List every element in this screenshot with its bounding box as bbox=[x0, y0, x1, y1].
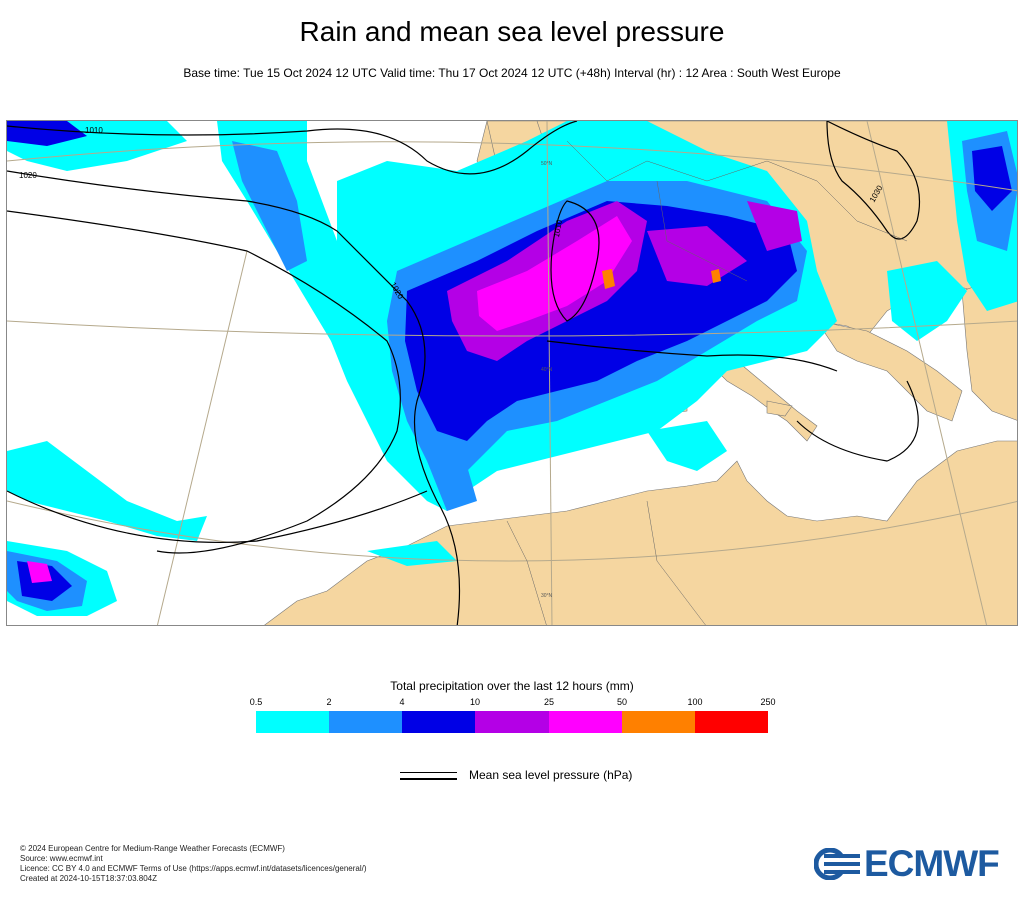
footer-credits: © 2024 European Centre for Medium-Range … bbox=[20, 844, 367, 884]
graticule-label: 50°N bbox=[541, 161, 553, 167]
legend-ticks: 0.5 2 4 10 25 50 100 250 bbox=[250, 697, 776, 709]
footer-line: © 2024 European Centre for Medium-Range … bbox=[20, 844, 285, 853]
isobar-label: 1020 bbox=[19, 171, 37, 180]
legend-color-swatch bbox=[694, 711, 768, 733]
map-panel: 1010 1020 1010 1020 1030 50°N 40°N 30°N bbox=[6, 120, 1018, 626]
legend-tick: 0.5 bbox=[249, 697, 263, 707]
legend-tick: 10 bbox=[469, 697, 481, 707]
legend-tick: 2 bbox=[326, 697, 332, 707]
land-north-africa bbox=[264, 440, 1017, 625]
pressure-line-swatch bbox=[400, 771, 457, 780]
borders bbox=[506, 140, 908, 625]
legend-color-swatch bbox=[548, 711, 622, 733]
legend-color-swatch bbox=[329, 711, 403, 733]
legend-tick: 250 bbox=[760, 697, 776, 707]
ecmwf-logo: ECMWF bbox=[814, 843, 1000, 884]
pressure-legend-label: Mean sea level pressure (hPa) bbox=[469, 768, 633, 782]
graticule-label: 30°N bbox=[541, 593, 553, 599]
footer-line: Created at 2024-10-15T18:37:03.804Z bbox=[20, 874, 157, 883]
legend-tick: 4 bbox=[399, 697, 405, 707]
land-balkans bbox=[816, 320, 963, 422]
precip-layer bbox=[7, 121, 1017, 616]
legend-color-swatch bbox=[475, 711, 549, 733]
ecmwf-logo-icon bbox=[814, 848, 860, 880]
graticule bbox=[7, 121, 1017, 625]
graticule-labels: 50°N 40°N 30°N bbox=[541, 161, 553, 599]
isobar-label: 1010 bbox=[85, 126, 103, 135]
legend-color-swatch bbox=[402, 711, 476, 733]
legend-tick: 50 bbox=[616, 697, 628, 707]
ecmwf-logo-text: ECMWF bbox=[864, 843, 1000, 884]
legend-color-swatch bbox=[256, 711, 330, 733]
isobars bbox=[7, 121, 921, 625]
footer-line: Source: www.ecmwf.int bbox=[20, 854, 103, 863]
chart-title: Rain and mean sea level pressure bbox=[299, 16, 725, 47]
land-turkey bbox=[961, 271, 1017, 421]
footer-line: Licence: CC BY 4.0 and ECMWF Terms of Us… bbox=[20, 864, 367, 873]
land-sicily bbox=[766, 400, 793, 417]
graticule-label: 40°N bbox=[541, 367, 553, 373]
isobar-label: 1010 bbox=[552, 218, 564, 238]
legend-colorbar bbox=[256, 711, 768, 733]
chart-subtitle: Base time: Tue 15 Oct 2024 12 UTC Valid … bbox=[183, 66, 841, 80]
map-svg: 1010 1020 1010 1020 1030 50°N 40°N 30°N bbox=[7, 121, 1017, 625]
legend-tick: 100 bbox=[687, 697, 703, 707]
pressure-legend: Mean sea level pressure (hPa) bbox=[400, 768, 632, 782]
legend-color-swatch bbox=[621, 711, 695, 733]
legend-title: Total precipitation over the last 12 hou… bbox=[390, 679, 634, 693]
legend-tick: 25 bbox=[543, 697, 555, 707]
